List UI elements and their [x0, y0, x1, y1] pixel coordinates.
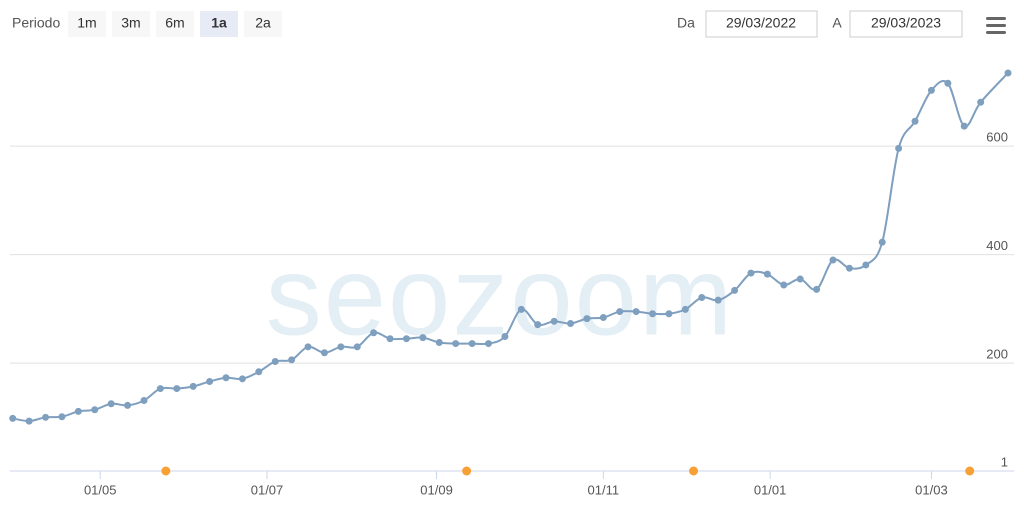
point[interactable] — [714, 296, 722, 304]
x-tick-label: 01/11 — [588, 482, 620, 497]
menu-bar — [986, 17, 1006, 20]
point[interactable] — [796, 275, 804, 283]
event-marker[interactable] — [689, 466, 699, 476]
point[interactable] — [813, 285, 821, 293]
point[interactable] — [649, 310, 657, 318]
point[interactable] — [370, 329, 378, 337]
point[interactable] — [862, 261, 870, 269]
period-button-label: 3m — [121, 15, 140, 31]
point[interactable] — [698, 293, 706, 301]
y-tick-label: 1 — [1001, 454, 1008, 469]
to-input[interactable] — [849, 10, 963, 38]
point[interactable] — [616, 308, 624, 316]
point[interactable] — [501, 333, 509, 341]
y-tick-label: 400 — [986, 238, 1008, 253]
point[interactable] — [780, 281, 788, 289]
point[interactable] — [468, 340, 476, 348]
point[interactable] — [599, 314, 607, 322]
event-marker[interactable] — [965, 466, 975, 476]
from-input[interactable] — [705, 10, 818, 38]
point[interactable] — [271, 357, 279, 365]
point[interactable] — [895, 144, 903, 152]
point[interactable] — [419, 334, 427, 342]
point[interactable] — [255, 368, 263, 376]
period-button[interactable] — [200, 11, 238, 37]
point[interactable] — [567, 320, 575, 328]
point[interactable] — [353, 343, 361, 351]
to-label: A — [832, 15, 842, 31]
point[interactable] — [747, 269, 755, 277]
event-marker[interactable] — [462, 466, 472, 476]
from-label: Da — [677, 15, 695, 31]
point[interactable] — [107, 400, 115, 408]
point[interactable] — [140, 397, 148, 405]
point[interactable] — [238, 375, 246, 383]
menu-bar — [986, 31, 1006, 34]
period-button[interactable] — [112, 11, 150, 37]
point[interactable] — [878, 238, 886, 246]
point[interactable] — [960, 122, 968, 130]
point[interactable] — [58, 413, 66, 421]
point[interactable] — [731, 286, 739, 294]
point[interactable] — [91, 406, 99, 414]
point[interactable] — [517, 305, 525, 313]
point[interactable] — [156, 385, 164, 393]
point[interactable] — [402, 335, 410, 343]
point[interactable] — [927, 86, 935, 94]
point[interactable] — [829, 256, 837, 264]
point[interactable] — [173, 385, 181, 393]
point[interactable] — [320, 349, 328, 357]
point[interactable] — [484, 340, 492, 348]
point[interactable] — [845, 264, 853, 272]
period-button[interactable] — [156, 11, 194, 37]
point[interactable] — [550, 317, 558, 325]
period-button-label: 2a — [255, 15, 271, 31]
to-value: 29/03/2023 — [871, 15, 941, 31]
point[interactable] — [222, 374, 230, 382]
period-button-label: 1m — [77, 15, 96, 31]
point[interactable] — [977, 98, 985, 106]
x-tick-label: 01/09 — [420, 482, 453, 497]
x-tick-label: 01/03 — [915, 482, 948, 497]
period-button[interactable] — [244, 11, 282, 37]
point[interactable] — [189, 382, 197, 390]
point[interactable] — [583, 315, 591, 323]
period-button-label: 1a — [211, 15, 227, 31]
x-tick-label: 01/07 — [251, 482, 284, 497]
period-label: Periodo — [12, 15, 60, 31]
point[interactable] — [25, 417, 33, 425]
point[interactable] — [911, 117, 919, 125]
point[interactable] — [386, 335, 394, 343]
event-marker[interactable] — [161, 466, 171, 476]
period-button[interactable] — [68, 11, 106, 37]
point[interactable] — [632, 308, 640, 316]
point[interactable] — [9, 414, 17, 422]
point[interactable] — [534, 321, 542, 329]
point[interactable] — [74, 407, 82, 415]
point[interactable] — [944, 79, 952, 87]
menu-bar — [986, 24, 1006, 27]
point[interactable] — [337, 343, 345, 351]
point[interactable] — [42, 413, 50, 421]
point[interactable] — [435, 338, 443, 346]
point[interactable] — [681, 305, 689, 313]
point[interactable] — [206, 378, 214, 386]
x-tick-label: 01/05 — [84, 482, 117, 497]
period-button-label: 6m — [165, 15, 184, 31]
point[interactable] — [304, 343, 312, 351]
y-tick-label: 600 — [986, 130, 1008, 145]
point[interactable] — [665, 310, 673, 318]
point[interactable] — [1004, 69, 1012, 77]
point[interactable] — [288, 356, 296, 364]
menu-button[interactable] — [986, 17, 1006, 34]
y-tick-label: 200 — [986, 347, 1008, 362]
point[interactable] — [124, 401, 132, 409]
from-value: 29/03/2022 — [726, 15, 796, 31]
point[interactable] — [452, 340, 460, 348]
x-tick-label: 01/01 — [754, 482, 787, 497]
point[interactable] — [763, 270, 771, 278]
